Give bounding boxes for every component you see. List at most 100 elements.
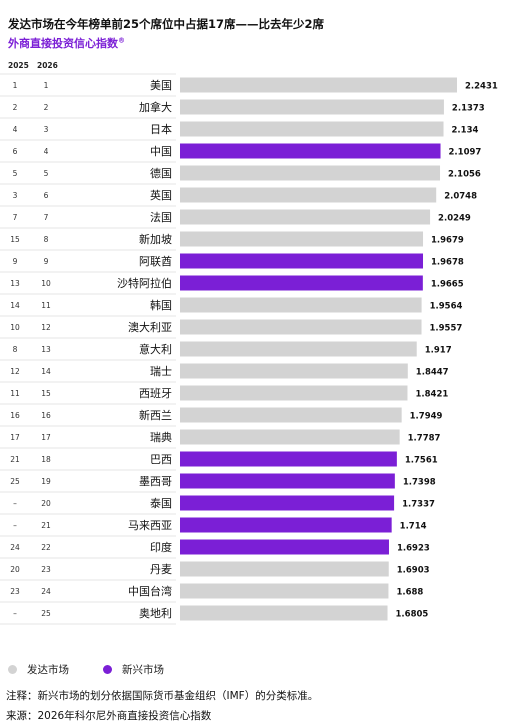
rank-2026: 25 xyxy=(41,609,51,618)
rank-2025: 23 xyxy=(10,587,20,596)
value-label: 2.1056 xyxy=(448,170,481,180)
bar xyxy=(180,209,431,225)
subtitle-text: 外商直接投资信心指数 xyxy=(8,37,118,50)
value-label: 2.134 xyxy=(452,126,479,136)
rank-2025: 13 xyxy=(10,279,20,288)
value-label: 2.1373 xyxy=(452,104,485,114)
bar xyxy=(180,77,457,93)
chart-title: 发达市场在今年榜单前25个席位中占据17席——比去年少2席 xyxy=(8,17,325,31)
rank-2026: 17 xyxy=(41,433,51,442)
rank-2025: – xyxy=(13,521,17,530)
rank-2026: 22 xyxy=(41,543,51,552)
rank-2026: 5 xyxy=(44,169,49,178)
country-label: 日本 xyxy=(150,122,172,136)
value-label: 1.7337 xyxy=(402,500,435,510)
country-label: 阿联酋 xyxy=(139,254,172,268)
value-label: 1.9679 xyxy=(431,236,464,246)
rank-2025: 9 xyxy=(13,257,18,266)
rank-2025: 12 xyxy=(10,367,20,376)
bar xyxy=(180,385,408,401)
country-label: 中国 xyxy=(150,145,172,158)
rank-2026: 12 xyxy=(41,323,51,332)
legend-item-emerging: 新兴市场 xyxy=(103,662,164,677)
value-label: 1.9557 xyxy=(430,324,463,334)
legend: 发达市场 新兴市场 xyxy=(8,662,198,677)
value-label: 1.688 xyxy=(396,588,423,598)
rank-2025: 16 xyxy=(10,411,20,420)
bar xyxy=(180,99,444,115)
rank-2026: 2 xyxy=(44,103,49,112)
rank-2026: 9 xyxy=(44,257,49,266)
bar xyxy=(180,407,402,423)
bar xyxy=(180,275,423,291)
rank-2025: 4 xyxy=(13,125,18,134)
country-label: 新西兰 xyxy=(139,408,172,422)
country-label: 加拿大 xyxy=(139,100,172,114)
rank-2025: 21 xyxy=(10,455,20,464)
country-label: 意大利 xyxy=(139,342,172,356)
rank-2026: 21 xyxy=(41,521,51,530)
rank-2026: 1 xyxy=(44,81,49,90)
value-label: 1.8447 xyxy=(416,368,449,378)
value-label: 1.9665 xyxy=(431,280,464,290)
value-label: 2.2431 xyxy=(465,82,498,92)
legend-label-emerging: 新兴市场 xyxy=(122,664,164,676)
value-label: 1.7561 xyxy=(405,456,438,466)
country-label: 奥地利 xyxy=(139,606,172,620)
value-label: 1.9564 xyxy=(430,302,463,312)
rank-2026: 10 xyxy=(41,279,51,288)
rank-2025: 11 xyxy=(10,389,20,398)
rank-2025: 8 xyxy=(13,345,18,354)
bar xyxy=(180,363,408,379)
rank-2026: 7 xyxy=(44,213,49,222)
legend-swatch-developed xyxy=(8,665,17,674)
source-note: 来源：2026年科尔尼外商直接投资信心指数 xyxy=(6,710,212,722)
bar xyxy=(180,451,397,467)
country-label: 中国台湾 xyxy=(128,584,172,598)
bar xyxy=(180,253,424,269)
column-header-2026: 2026 xyxy=(37,61,58,70)
value-label: 1.6923 xyxy=(397,544,430,554)
country-label: 美国 xyxy=(150,79,172,92)
rank-2026: 16 xyxy=(41,411,51,420)
bar xyxy=(180,517,392,533)
bar xyxy=(180,495,395,511)
rank-2025: 2 xyxy=(13,103,18,112)
rank-2025: 3 xyxy=(13,191,18,200)
rank-2026: 14 xyxy=(41,367,51,376)
registered-mark: ® xyxy=(118,36,125,45)
bar xyxy=(180,297,422,313)
country-label: 澳大利亚 xyxy=(128,320,172,334)
rank-2025: 25 xyxy=(10,477,20,486)
country-label: 瑞典 xyxy=(150,430,172,444)
rank-2025: – xyxy=(13,499,17,508)
rank-2026: 6 xyxy=(44,191,49,200)
bar xyxy=(180,605,388,621)
value-label: 1.714 xyxy=(400,522,427,532)
country-label: 马来西亚 xyxy=(128,519,172,532)
country-label: 英国 xyxy=(150,188,172,202)
rank-2026: 19 xyxy=(41,477,51,486)
column-header-2025: 2025 xyxy=(8,61,29,70)
footnote: 注释：新兴市场的划分依据国际货币基金组织（IMF）的分类标准。 xyxy=(6,690,319,702)
bar xyxy=(180,473,395,489)
value-label: 2.0249 xyxy=(438,214,471,224)
value-label: 1.917 xyxy=(425,346,452,356)
legend-item-developed: 发达市场 xyxy=(8,662,69,677)
rank-2025: 7 xyxy=(13,213,18,222)
rank-2025: 15 xyxy=(10,235,20,244)
bar xyxy=(180,341,417,357)
rank-2026: 18 xyxy=(41,455,51,464)
rank-2025: 24 xyxy=(10,543,20,552)
value-label: 2.0748 xyxy=(444,192,477,202)
value-label: 1.6903 xyxy=(397,566,430,576)
legend-label-developed: 发达市场 xyxy=(27,664,69,676)
bar xyxy=(180,187,437,203)
rank-2025: 10 xyxy=(10,323,20,332)
country-label: 德国 xyxy=(150,166,172,180)
rank-2026: 3 xyxy=(44,125,49,134)
rank-2025: 17 xyxy=(10,433,20,442)
rank-2026: 24 xyxy=(41,587,51,596)
bar xyxy=(180,231,424,247)
